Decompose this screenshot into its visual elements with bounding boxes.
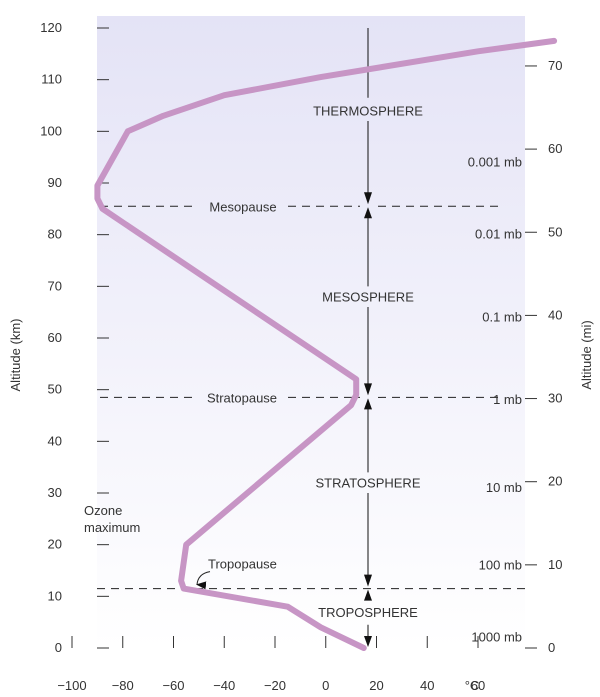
y-left-tick-label: 0 bbox=[55, 640, 62, 655]
pressure-label: 0.01 mb bbox=[475, 227, 522, 242]
y-left-tick-label: 80 bbox=[48, 227, 62, 242]
ozone-maximum-note: maximum bbox=[84, 520, 140, 535]
y-axis-left-title: Altitude (km) bbox=[8, 319, 23, 392]
y-right-tick-label: 40 bbox=[548, 307, 562, 322]
pause-label: Mesopause bbox=[209, 199, 276, 214]
x-tick-label: −80 bbox=[112, 678, 134, 693]
layer-arrow-head-down bbox=[364, 574, 372, 587]
pressure-label: 10 mb bbox=[486, 480, 522, 495]
y-right-tick-label: 0 bbox=[548, 640, 555, 655]
y-left-tick-label: 120 bbox=[40, 20, 62, 35]
pressure-label: 0.1 mb bbox=[482, 309, 522, 324]
plot-background bbox=[97, 16, 525, 648]
pressure-label: 1000 mb bbox=[471, 630, 522, 645]
layer-arrow-head-down bbox=[364, 383, 372, 396]
y-left-tick-label: 110 bbox=[41, 72, 62, 87]
label-layer: Mesopause Stratopause Tropopause THERMOSPHE… bbox=[84, 104, 522, 645]
pause-label: Tropopause bbox=[208, 557, 277, 572]
pause-label: Stratopause bbox=[207, 390, 277, 405]
x-tick-label: −40 bbox=[213, 678, 235, 693]
pressure-label: 100 mb bbox=[479, 557, 522, 572]
y-right-tick-label: 60 bbox=[548, 141, 562, 156]
y-axis-right-title: Altitude (mi) bbox=[579, 320, 594, 389]
layer-label: STRATOSPHERE bbox=[316, 476, 421, 491]
reference-lines bbox=[97, 28, 525, 647]
layer-arrow-head-up bbox=[364, 589, 372, 601]
layer-arrow-head-down bbox=[364, 636, 372, 647]
y-right-tick-label: 10 bbox=[548, 557, 562, 572]
x-tick-label: −100 bbox=[57, 678, 86, 693]
x-axis-unit: °C bbox=[465, 678, 480, 693]
x-tick-label: −60 bbox=[162, 678, 184, 693]
y-left-tick-label: 60 bbox=[48, 330, 62, 345]
pressure-label: 1 mb bbox=[493, 392, 522, 407]
layer-arrow-head-up bbox=[364, 398, 372, 410]
y-left-tick-label: 30 bbox=[48, 485, 62, 500]
layer-arrow-head-down bbox=[364, 192, 372, 205]
y-right-tick-label: 20 bbox=[548, 474, 562, 489]
ozone-maximum-note: Ozone bbox=[84, 503, 122, 518]
x-tick-label: 20 bbox=[369, 678, 383, 693]
y-left-tick-label: 20 bbox=[48, 537, 62, 552]
pressure-label: 0.001 mb bbox=[468, 154, 522, 169]
y-right-tick-label: 30 bbox=[548, 391, 562, 406]
x-tick-label: 0 bbox=[322, 678, 329, 693]
tropopause-arrow bbox=[196, 571, 211, 590]
y-left-tick-label: 50 bbox=[48, 382, 62, 397]
series-layer bbox=[94, 37, 558, 651]
y-left-tick-label: 40 bbox=[48, 433, 62, 448]
layer-arrow-head-up bbox=[364, 207, 372, 219]
x-tick-label: −20 bbox=[264, 678, 286, 693]
x-tick-label: 60 bbox=[471, 678, 485, 693]
layer-label: TROPOSPHERE bbox=[318, 605, 418, 620]
layer-label: THERMOSPHERE bbox=[313, 104, 423, 119]
y-right-tick-label: 70 bbox=[548, 58, 562, 73]
x-tick-label: 40 bbox=[420, 678, 434, 693]
temperature-profile-line bbox=[94, 37, 558, 651]
y-left-tick-label: 10 bbox=[48, 588, 62, 603]
y-left-tick-label: 90 bbox=[48, 175, 62, 190]
y-left-tick-label: 70 bbox=[48, 278, 62, 293]
layer-label: MESOSPHERE bbox=[322, 290, 414, 305]
y-left-tick-label: 100 bbox=[40, 123, 62, 138]
y-right-tick-label: 50 bbox=[548, 224, 562, 239]
